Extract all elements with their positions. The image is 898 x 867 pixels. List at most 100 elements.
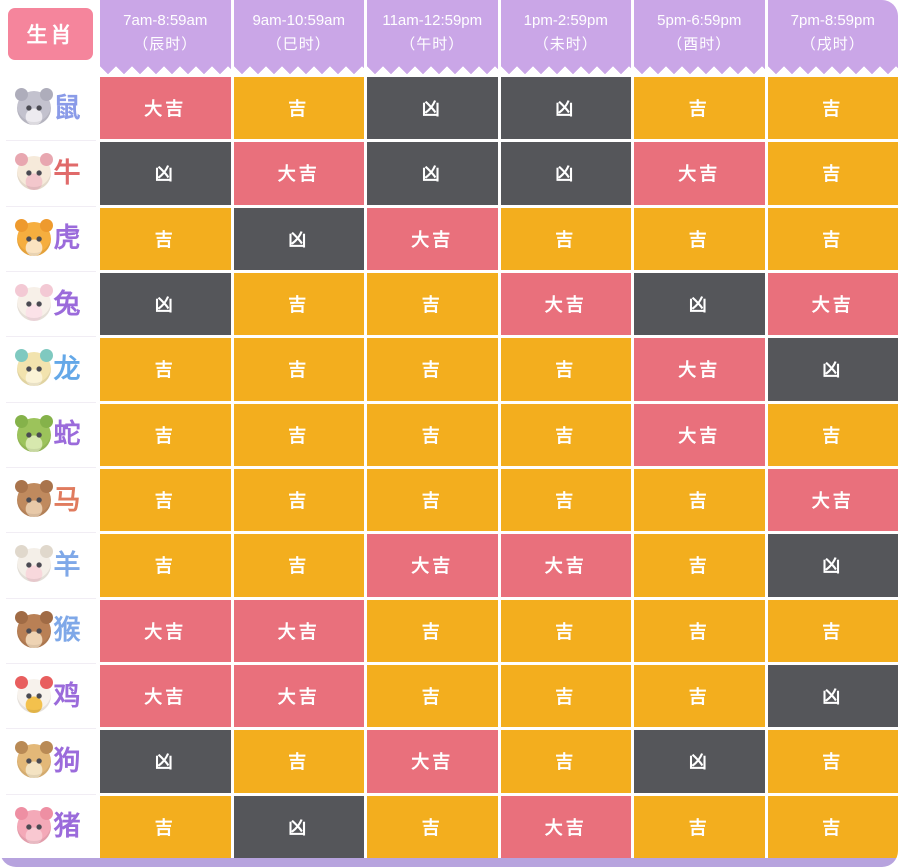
fortune-cell: 吉 — [767, 403, 898, 466]
fortune-cell: 吉 — [233, 403, 364, 466]
zodiac-cell: 蛇 — [0, 401, 97, 466]
zodiac-cell: 猪 — [0, 793, 97, 858]
fortune-cell: 吉 — [367, 272, 498, 336]
corner-label: 生肖 — [26, 24, 75, 47]
zodiac-cell: 狗 — [0, 728, 97, 793]
zodiac-row: 狗凶吉大吉吉凶吉 — [0, 728, 898, 793]
zodiac-name-label: 龙 — [53, 353, 81, 384]
zodiac-row: 牛凶大吉凶凶大吉吉 — [0, 140, 898, 205]
zodiac-name-label: 狗 — [53, 745, 81, 776]
fortune-cell: 吉 — [100, 795, 231, 858]
snake-icon — [14, 414, 53, 452]
fortune-cell: 大吉 — [367, 730, 498, 793]
time-column-header: 9am-10:59am （巳时） — [233, 0, 364, 74]
fortune-cell: 吉 — [233, 77, 364, 140]
zodiac-name-label: 牛 — [53, 157, 81, 188]
horse-icon — [14, 480, 53, 518]
zodiac-cell: 猴 — [0, 597, 97, 662]
time-range-label: 5pm-6:59pm — [657, 12, 742, 29]
zodiac-row: 鸡大吉 大吉吉吉吉凶 — [0, 662, 898, 728]
fortune-cell: 吉 — [767, 795, 898, 858]
fortune-cell: 凶 — [500, 77, 631, 140]
fortune-cell: 吉 — [634, 664, 765, 728]
fortune-cell: 吉 — [233, 338, 364, 401]
time-column-header: 7am-8:59am （辰时） — [100, 0, 231, 74]
scallop-edge — [767, 66, 898, 74]
fortune-cell: 凶 — [767, 534, 898, 597]
time-column-header: 5pm-6:59pm （酉时） — [634, 0, 765, 74]
rabbit-icon — [14, 284, 53, 322]
fortune-cell: 吉 — [634, 534, 765, 597]
zodiac-name-label: 鸡 — [53, 680, 81, 711]
fortune-cell: 凶 — [500, 142, 631, 205]
scallop-edge — [634, 66, 765, 74]
fortune-cell: 吉 — [100, 338, 231, 401]
fortune-cell: 凶 — [367, 142, 498, 205]
zodiac-row: 蛇吉吉吉吉大吉吉 — [0, 401, 898, 466]
fortune-cell: 凶 — [100, 272, 231, 336]
fortune-cell: 吉 — [767, 142, 898, 205]
scallop-edge — [367, 66, 498, 74]
monkey-icon — [14, 610, 53, 648]
table-body: 鼠大吉吉凶凶吉吉牛凶大吉凶凶大吉吉虎吉凶大吉吉吉吉兔凶吉吉大吉凶大吉龙吉吉吉吉大… — [0, 74, 898, 858]
fortune-cell: 凶 — [367, 77, 498, 140]
shichen-label: （巳时） — [266, 36, 331, 53]
fortune-cell: 吉 — [767, 77, 898, 140]
zodiac-cell: 鸡 — [0, 662, 97, 728]
time-header-cell: 5pm-6:59pm （酉时） — [634, 0, 765, 66]
table-header-row: 生肖 7am-8:59am （辰时） 9am-10:59am （巳时） 11am-12:… — [0, 0, 898, 74]
fortune-cell: 大吉 — [100, 77, 231, 140]
rat-icon — [14, 88, 53, 126]
zodiac-row: 鼠大吉吉凶凶吉吉 — [0, 77, 898, 140]
fortune-cell: 吉 — [634, 468, 765, 532]
fortune-cell: 大吉 — [634, 403, 765, 466]
fortune-cell: 吉 — [100, 403, 231, 466]
zodiac-column-header: 生肖 — [8, 8, 93, 60]
time-range-label: 11am-12:59pm — [382, 12, 483, 29]
fortune-cell: 吉 — [634, 795, 765, 858]
zodiac-row: 羊吉吉大吉 大吉吉凶 — [0, 532, 898, 597]
scallop-edge — [100, 66, 231, 74]
fortune-cell: 吉 — [367, 664, 498, 728]
shichen-label: （午时） — [400, 36, 465, 53]
fortune-cell: 凶 — [233, 207, 364, 270]
time-range-label: 1pm-2:59pm — [523, 12, 608, 29]
zodiac-name-label: 羊 — [53, 549, 81, 580]
fortune-cell: 凶 — [100, 730, 231, 793]
zodiac-cell: 牛 — [0, 140, 97, 205]
fortune-cell: 大吉 — [500, 795, 631, 858]
fortune-cell: 大吉 — [767, 272, 898, 336]
fortune-cell: 大吉 — [500, 272, 631, 336]
zodiac-row: 虎吉凶大吉吉吉吉 — [0, 205, 898, 270]
fortune-cell: 凶 — [233, 795, 364, 858]
zodiac-cell: 马 — [0, 466, 97, 532]
shichen-label: （未时） — [533, 36, 598, 53]
fortune-cell: 凶 — [100, 142, 231, 205]
fortune-cell: 吉 — [634, 77, 765, 140]
fortune-cell: 大吉 — [233, 142, 364, 205]
ox-icon — [14, 153, 53, 191]
time-column-header: 11am-12:59pm （午时） — [367, 0, 498, 74]
zodiac-cell: 龙 — [0, 336, 97, 401]
fortune-cell: 吉 — [634, 599, 765, 662]
zodiac-cell: 羊 — [0, 532, 97, 597]
fortune-cell: 吉 — [767, 207, 898, 270]
fortune-cell: 大吉 — [767, 468, 898, 532]
dog-icon — [14, 741, 53, 779]
time-header-cell: 7am-8:59am （辰时） — [100, 0, 231, 66]
corner-cell: 生肖 — [0, 0, 97, 74]
zodiac-row: 马吉吉吉吉吉大吉 — [0, 466, 898, 532]
tiger-icon — [14, 218, 53, 256]
fortune-cell: 吉 — [367, 468, 498, 532]
fortune-cell: 吉 — [767, 730, 898, 793]
zodiac-name-label: 兔 — [53, 288, 81, 319]
time-range-label: 7pm-8:59pm — [790, 12, 875, 29]
fortune-cell: 大吉 — [634, 338, 765, 401]
shichen-label: （辰时） — [133, 36, 198, 53]
zodiac-name-label: 鼠 — [53, 92, 81, 123]
time-header-cell: 7pm-8:59pm （戌时） — [767, 0, 898, 66]
fortune-cell: 凶 — [767, 664, 898, 728]
zodiac-name-label: 猪 — [53, 811, 81, 842]
pig-icon — [14, 806, 53, 844]
dragon-icon — [14, 349, 53, 387]
